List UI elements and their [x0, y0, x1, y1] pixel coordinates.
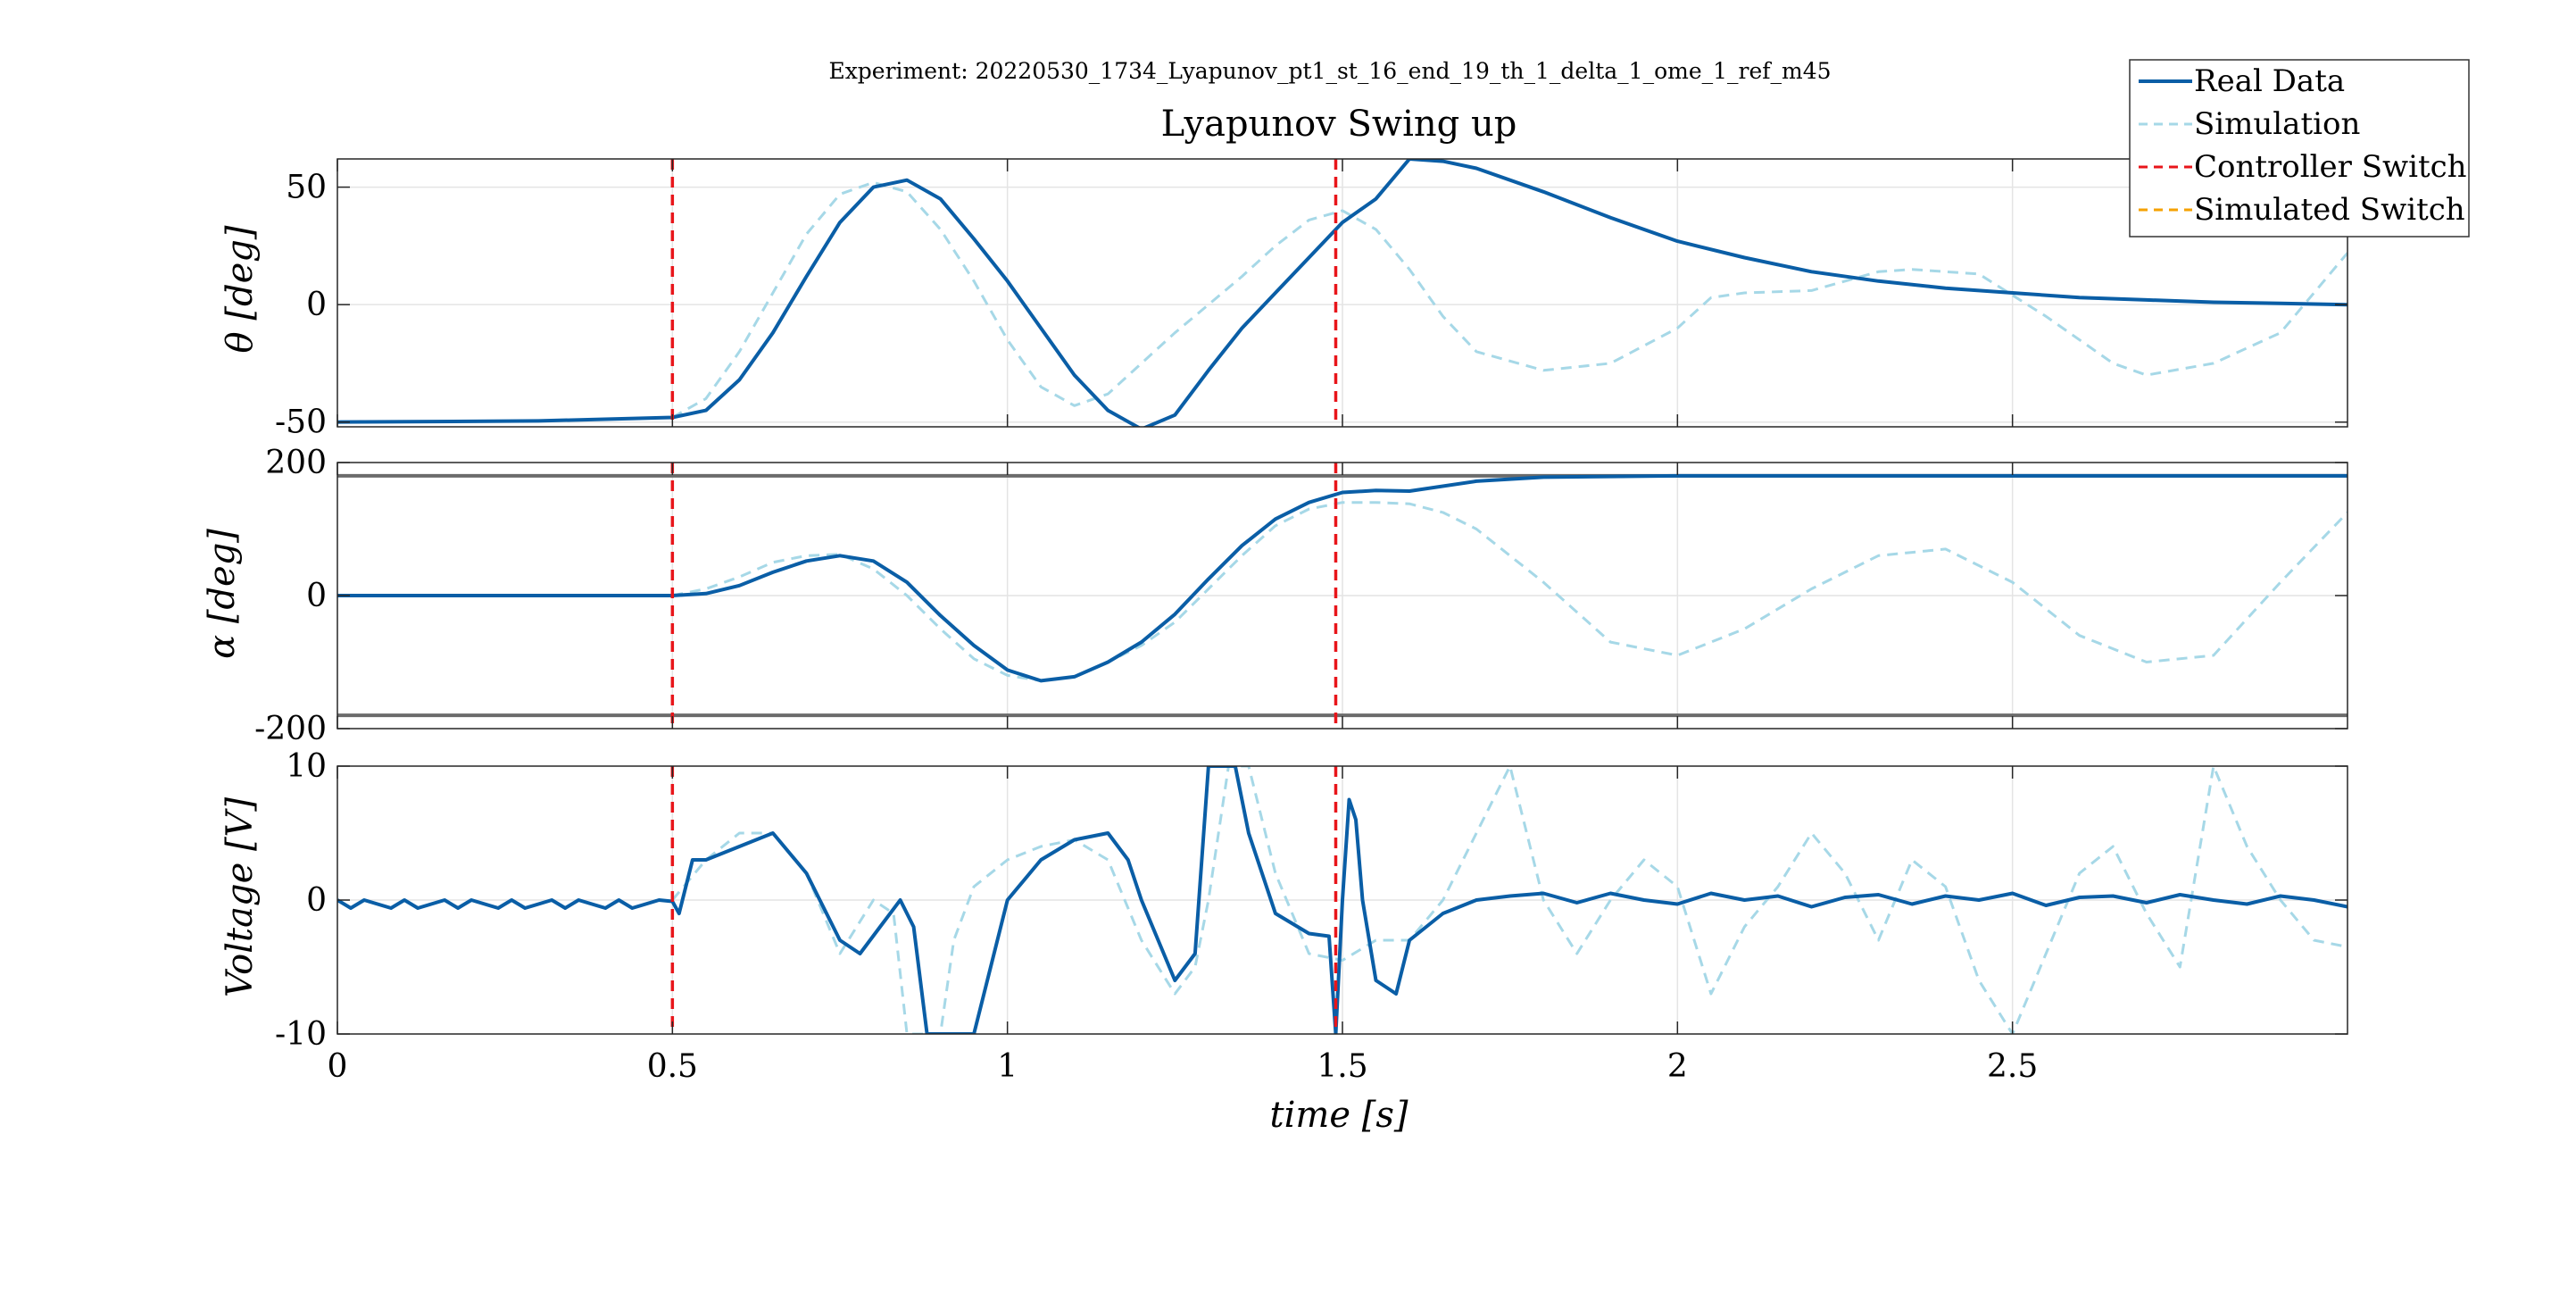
chart-title: Lyapunov Swing up	[1161, 104, 1517, 145]
theta-ylabel: θ [deg]	[220, 225, 261, 353]
alpha-ytick-label: 200	[265, 445, 327, 481]
voltage-xtick-label: 1.5	[1317, 1048, 1367, 1085]
legend: Real Data Simulation Controller Switch S…	[2129, 59, 2470, 238]
voltage-xtick-label: 2	[1667, 1048, 1688, 1085]
legend-label-simulated-switch: Simulated Switch	[2194, 192, 2465, 228]
theta-ytick-label: 0	[306, 287, 327, 323]
theta-series-simulation	[671, 180, 2347, 419]
voltage-series-group	[337, 766, 2347, 1034]
figure-suptitle: Experiment: 20220530_1734_Lyapunov_pt1_s…	[828, 58, 1831, 84]
voltage-ytick-label: 10	[286, 748, 327, 785]
alpha-ytick-label: -200	[254, 711, 327, 747]
theta-ytick-label: -50	[275, 404, 327, 441]
alpha-series-real-data	[337, 473, 2347, 683]
time-xlabel: time [s]	[1270, 1095, 1408, 1136]
alpha-ytick-label: 0	[306, 578, 327, 614]
voltage-series-real-data	[337, 766, 2347, 1034]
alpha-ylabel: α [deg]	[202, 529, 243, 659]
voltage-series-simulation	[671, 766, 2347, 1034]
voltage-ytick-label: -10	[275, 1016, 327, 1053]
legend-item-controller-switch: Controller Switch	[2139, 149, 2467, 185]
voltage-xtick-label: 0.5	[647, 1048, 698, 1085]
legend-label-real-data: Real Data	[2194, 63, 2345, 99]
alpha-series-simulation	[672, 501, 2347, 682]
legend-item-simulation: Simulation	[2139, 106, 2360, 142]
voltage-ytick-label: 0	[306, 882, 327, 919]
legend-item-simulated-switch: Simulated Switch	[2139, 192, 2465, 228]
voltage-xtick-label: 2.5	[1987, 1048, 2038, 1085]
alpha-axes: -200 0 200	[254, 445, 2348, 747]
theta-axes: -50 0 50	[275, 158, 2348, 441]
voltage-ylabel: Voltage [V]	[220, 797, 261, 997]
legend-box	[2129, 59, 2470, 238]
theta-series-group	[337, 159, 2347, 427]
theta-series-real-data	[337, 159, 2347, 427]
voltage-xtick-label: 0	[328, 1048, 348, 1085]
legend-label-controller-switch: Controller Switch	[2194, 149, 2467, 185]
legend-item-real-data: Real Data	[2139, 63, 2345, 99]
theta-ytick-label: 50	[286, 170, 327, 206]
voltage-xtick-label: 1	[997, 1048, 1018, 1085]
legend-label-simulation: Simulation	[2194, 106, 2360, 142]
